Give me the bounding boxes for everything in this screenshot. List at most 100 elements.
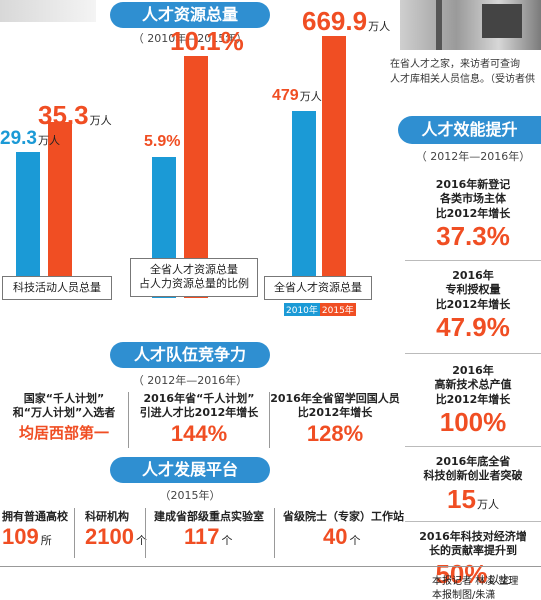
value-g3-2010: 479 — [272, 86, 299, 104]
platform-item-3: 建成省部级重点实验室 117 个 — [146, 508, 274, 550]
eff4-unit: 万人 — [476, 498, 499, 511]
efficiency-item-1: 2016年新登记 各类市场主体 比2012年增长 37.3% — [405, 178, 541, 260]
eff2-line1: 2016年 — [452, 269, 494, 282]
bottom-rule — [0, 566, 541, 567]
value-g3-2015: 669.9 — [302, 6, 368, 36]
eff2-line2: 专利授权量 — [445, 283, 501, 297]
box-g1-line1: 科技活动人员总量 — [13, 281, 101, 294]
photo-pole — [436, 0, 442, 50]
divider — [128, 392, 129, 448]
team1-line2: 和“万人计划”入选者 — [12, 406, 116, 420]
team-item-3: 2016年全省留学回国人员 比2012年增长 128% — [270, 392, 400, 447]
box-label-g2: 全省人才资源总量 占人力资源总量的比例 — [130, 258, 258, 297]
value-label-g1-2010: 29.3万人 — [0, 128, 60, 150]
section1-period: （ 2010年—2015年） — [132, 32, 248, 45]
value-label-g2-2010: 5.9% — [144, 133, 180, 151]
unit-g3-2015: 万人 — [368, 21, 391, 33]
divider — [405, 260, 541, 261]
bar-g3-2010 — [292, 110, 316, 298]
photo-caption-line1: 在省人才之家，来访者可查询 — [390, 59, 520, 70]
plat3-value-wrap: 117 个 — [154, 524, 274, 550]
box-label-g3: 全省人才资源总量 — [264, 276, 372, 301]
eff4-value-wrap: 15万人 — [405, 484, 541, 515]
bar-g3-2015 — [322, 36, 346, 298]
team-item-2: 2016年省“千人计划” 引进人才比2012年增长 144% — [129, 392, 269, 447]
eff3-line1: 2016年 — [452, 364, 494, 377]
eff2-line3: 比2012年增长 — [435, 297, 511, 311]
unit-g1-2015: 万人 — [89, 115, 112, 127]
photo-caption: 在省人才之家，来访者可查询 人才库相关人员信息。（受访者供 — [390, 58, 535, 87]
platform-item-4: 省级院士（专家）工作站 40 个 — [275, 508, 404, 550]
eff5-value: 50% — [435, 558, 488, 589]
efficiency-item-3: 2016年 高新技术总产值 比2012年增长 100% — [405, 364, 541, 446]
divider — [269, 392, 270, 448]
eff5-line1: 2016年科技对经济增 — [419, 530, 527, 543]
eff5-value-wrap: 50%以上 — [405, 559, 541, 590]
eff5-unit: 以上 — [488, 573, 511, 586]
bar-g1-2015 — [48, 122, 72, 298]
unit-g3-2010: 万人 — [299, 90, 322, 103]
section1-title: 人才资源总量 — [110, 2, 270, 28]
photo-strip-left — [0, 0, 96, 22]
team-row: 国家“千人计划” 和“万人计划”入选者 均居西部第一 2016年省“千人计划” … — [0, 392, 400, 448]
value-g1-2015: 35.3 — [38, 100, 89, 130]
plat2-label: 科研机构 — [85, 510, 129, 523]
eff1-line1: 2016年新登记 — [435, 178, 511, 191]
value-g2-2015: 10.1% — [170, 26, 244, 56]
divider — [405, 446, 541, 447]
eff4-value: 15 — [447, 483, 476, 514]
box-g3-line1: 全省人才资源总量 — [274, 281, 362, 294]
eff1-line2: 各类市场主体 — [440, 192, 506, 206]
value-label-g3-2010: 479万人 — [272, 87, 322, 105]
section2-period: （ 2012年—2016年） — [415, 150, 531, 163]
plat4-value-wrap: 40 个 — [283, 524, 399, 550]
credit-line1: 本报记者 林凌 整理 — [432, 576, 519, 587]
bar-chart: 29.3万人 35.3万人 科技活动人员总量 5.9% 10.1% 全省人才资源… — [0, 0, 400, 330]
photo-caption-line2: 人才库相关人员信息。（受访者供 — [390, 73, 535, 85]
eff5-line2: 长的贡献率提升到 — [429, 544, 517, 558]
legend-2015: 2015年 — [319, 303, 356, 316]
box-label-g1: 科技活动人员总量 — [2, 276, 112, 301]
value-label-g2-2015: 10.1% — [170, 26, 244, 57]
plat4-label: 省级院士（专家）工作站 — [283, 510, 404, 523]
team3-line2: 比2012年增长 — [297, 406, 373, 420]
photo-board — [482, 4, 522, 38]
bar-g1-2010 — [16, 151, 40, 298]
platform-row: 拥有普通高校 109 所 科研机构 2100 个 建成省部级重点实验室 117 个 省… — [0, 508, 404, 558]
bar-g2-2015 — [184, 56, 208, 298]
eff3-value: 100% — [439, 406, 507, 437]
team1-value: 均居西部第一 — [18, 424, 109, 442]
eff4-line1: 2016年底全省 — [435, 455, 511, 468]
divider — [274, 508, 275, 558]
credit-line2: 本报制图/朱潇 — [432, 590, 496, 600]
platform-item-2: 科研机构 2100 个 — [75, 508, 147, 550]
plat1-label: 拥有普通高校 — [2, 510, 68, 523]
platform-item-1: 拥有普通高校 109 所 — [0, 508, 74, 550]
plat1-value: 109 — [2, 524, 39, 549]
efficiency-item-4: 2016年底全省 科技创新创业者突破 15万人 — [405, 455, 541, 521]
photo — [400, 0, 541, 50]
team2-line2: 引进人才比2012年增长 — [139, 406, 259, 420]
plat1-value-wrap: 109 所 — [2, 524, 74, 550]
box-g2-line1: 全省人才资源总量 — [150, 263, 238, 276]
plat2-value-wrap: 2100 个 — [85, 524, 147, 550]
divider — [74, 508, 75, 558]
section4-title: 人才发展平台 — [110, 457, 270, 483]
eff3-line2: 高新技术总产值 — [434, 378, 512, 392]
plat3-value: 117 — [184, 524, 220, 549]
team2-line1: 2016年省“千人计划” — [143, 392, 255, 405]
plat2-unit: 个 — [135, 535, 147, 547]
eff3-line3: 比2012年增长 — [435, 392, 511, 406]
efficiency-item-2: 2016年 专利授权量 比2012年增长 47.9% — [405, 269, 541, 353]
section4-period: （2015年） — [159, 489, 221, 502]
value-label-g1-2015: 35.3万人 — [38, 100, 112, 131]
team-item-1: 国家“千人计划” 和“万人计划”入选者 均居西部第一 — [0, 392, 128, 443]
eff1-line3: 比2012年增长 — [435, 206, 511, 220]
section3-period: （ 2012年—2016年） — [132, 374, 248, 387]
section3-title: 人才队伍竞争力 — [110, 342, 270, 368]
plat3-label: 建成省部级重点实验室 — [154, 510, 264, 523]
divider — [405, 521, 541, 522]
value-g1-2010: 29.3 — [0, 127, 37, 149]
section2-title: 人才效能提升 — [398, 116, 541, 144]
eff1-value: 37.3% — [436, 220, 510, 251]
